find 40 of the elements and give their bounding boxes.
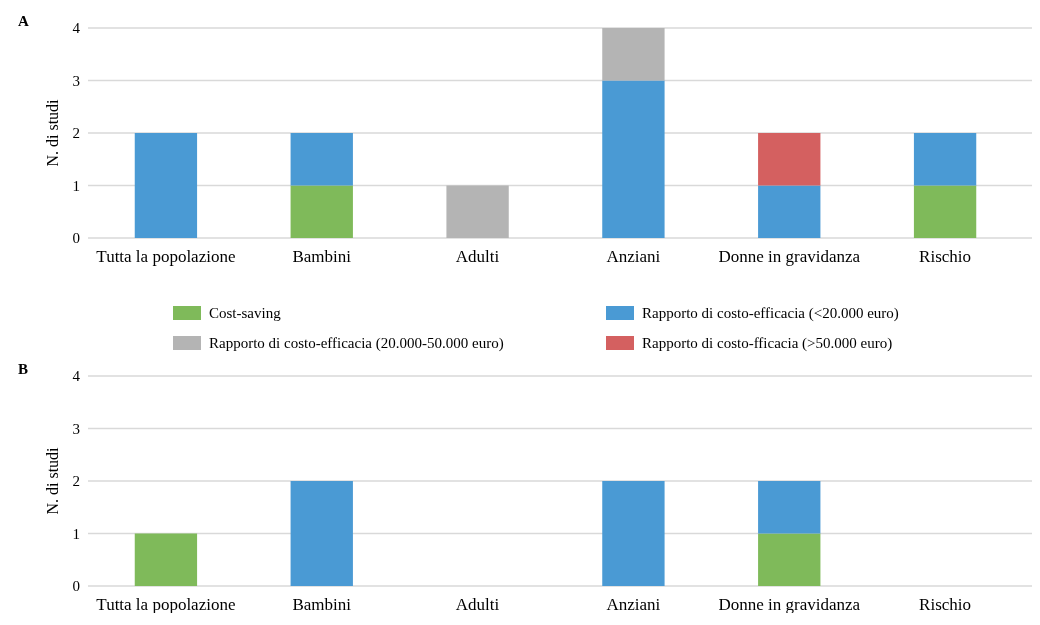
- y-axis-title: N. di studi: [44, 446, 61, 515]
- bar: [913, 185, 977, 238]
- bar: [290, 185, 353, 238]
- bar: [602, 28, 665, 81]
- bar: [758, 133, 821, 186]
- y-tick-label: 3: [72, 72, 80, 89]
- bar: [446, 185, 509, 238]
- x-tick-label: Bambini: [292, 595, 352, 614]
- bar: [290, 133, 353, 186]
- y-tick-label: 3: [72, 420, 80, 437]
- x-tick-label: Rischio: [919, 595, 972, 614]
- x-tick-label: Bambini: [292, 247, 352, 266]
- bar: [913, 133, 977, 186]
- y-tick-label: 2: [72, 473, 80, 490]
- bar: [134, 133, 198, 238]
- y-tick-label: 2: [72, 125, 80, 142]
- x-tick-label: Anziani: [606, 595, 661, 614]
- bar: [758, 185, 821, 238]
- x-tick-label: Tutta la popolazione: [96, 247, 236, 266]
- y-tick-label: 0: [72, 578, 80, 595]
- x-tick-label: Adulti: [455, 595, 500, 614]
- y-axis-title: N. di studi: [44, 98, 61, 167]
- legend-label: Rapporto di costo-efficacia (20.000-50.000 euro): [209, 335, 504, 353]
- x-tick-label: Donne in gravidanza: [718, 595, 861, 614]
- legend-label: Rapporto di costo-fficacia (>50.000 euro): [642, 335, 893, 353]
- y-tick-label: 4: [72, 20, 81, 37]
- legend-label: Rapporto di costo-efficacia (<20.000 euro): [642, 305, 899, 323]
- chart-title: A: [18, 13, 29, 29]
- x-tick-label: Anziani: [606, 247, 661, 266]
- bar: [602, 80, 665, 238]
- y-tick-label: 4: [72, 368, 81, 385]
- legend-label: Cost-saving: [209, 305, 282, 322]
- y-tick-label: 0: [72, 230, 80, 247]
- chart-title: B: [18, 361, 29, 377]
- y-tick-label: 1: [72, 525, 80, 542]
- x-tick-label: Tutta la popolazione: [96, 595, 236, 614]
- x-tick-label: Donne in gravidanza: [718, 247, 861, 266]
- x-tick-label: Adulti: [455, 247, 500, 266]
- x-tick-label: Rischio: [919, 247, 972, 266]
- y-tick-label: 1: [72, 177, 80, 194]
